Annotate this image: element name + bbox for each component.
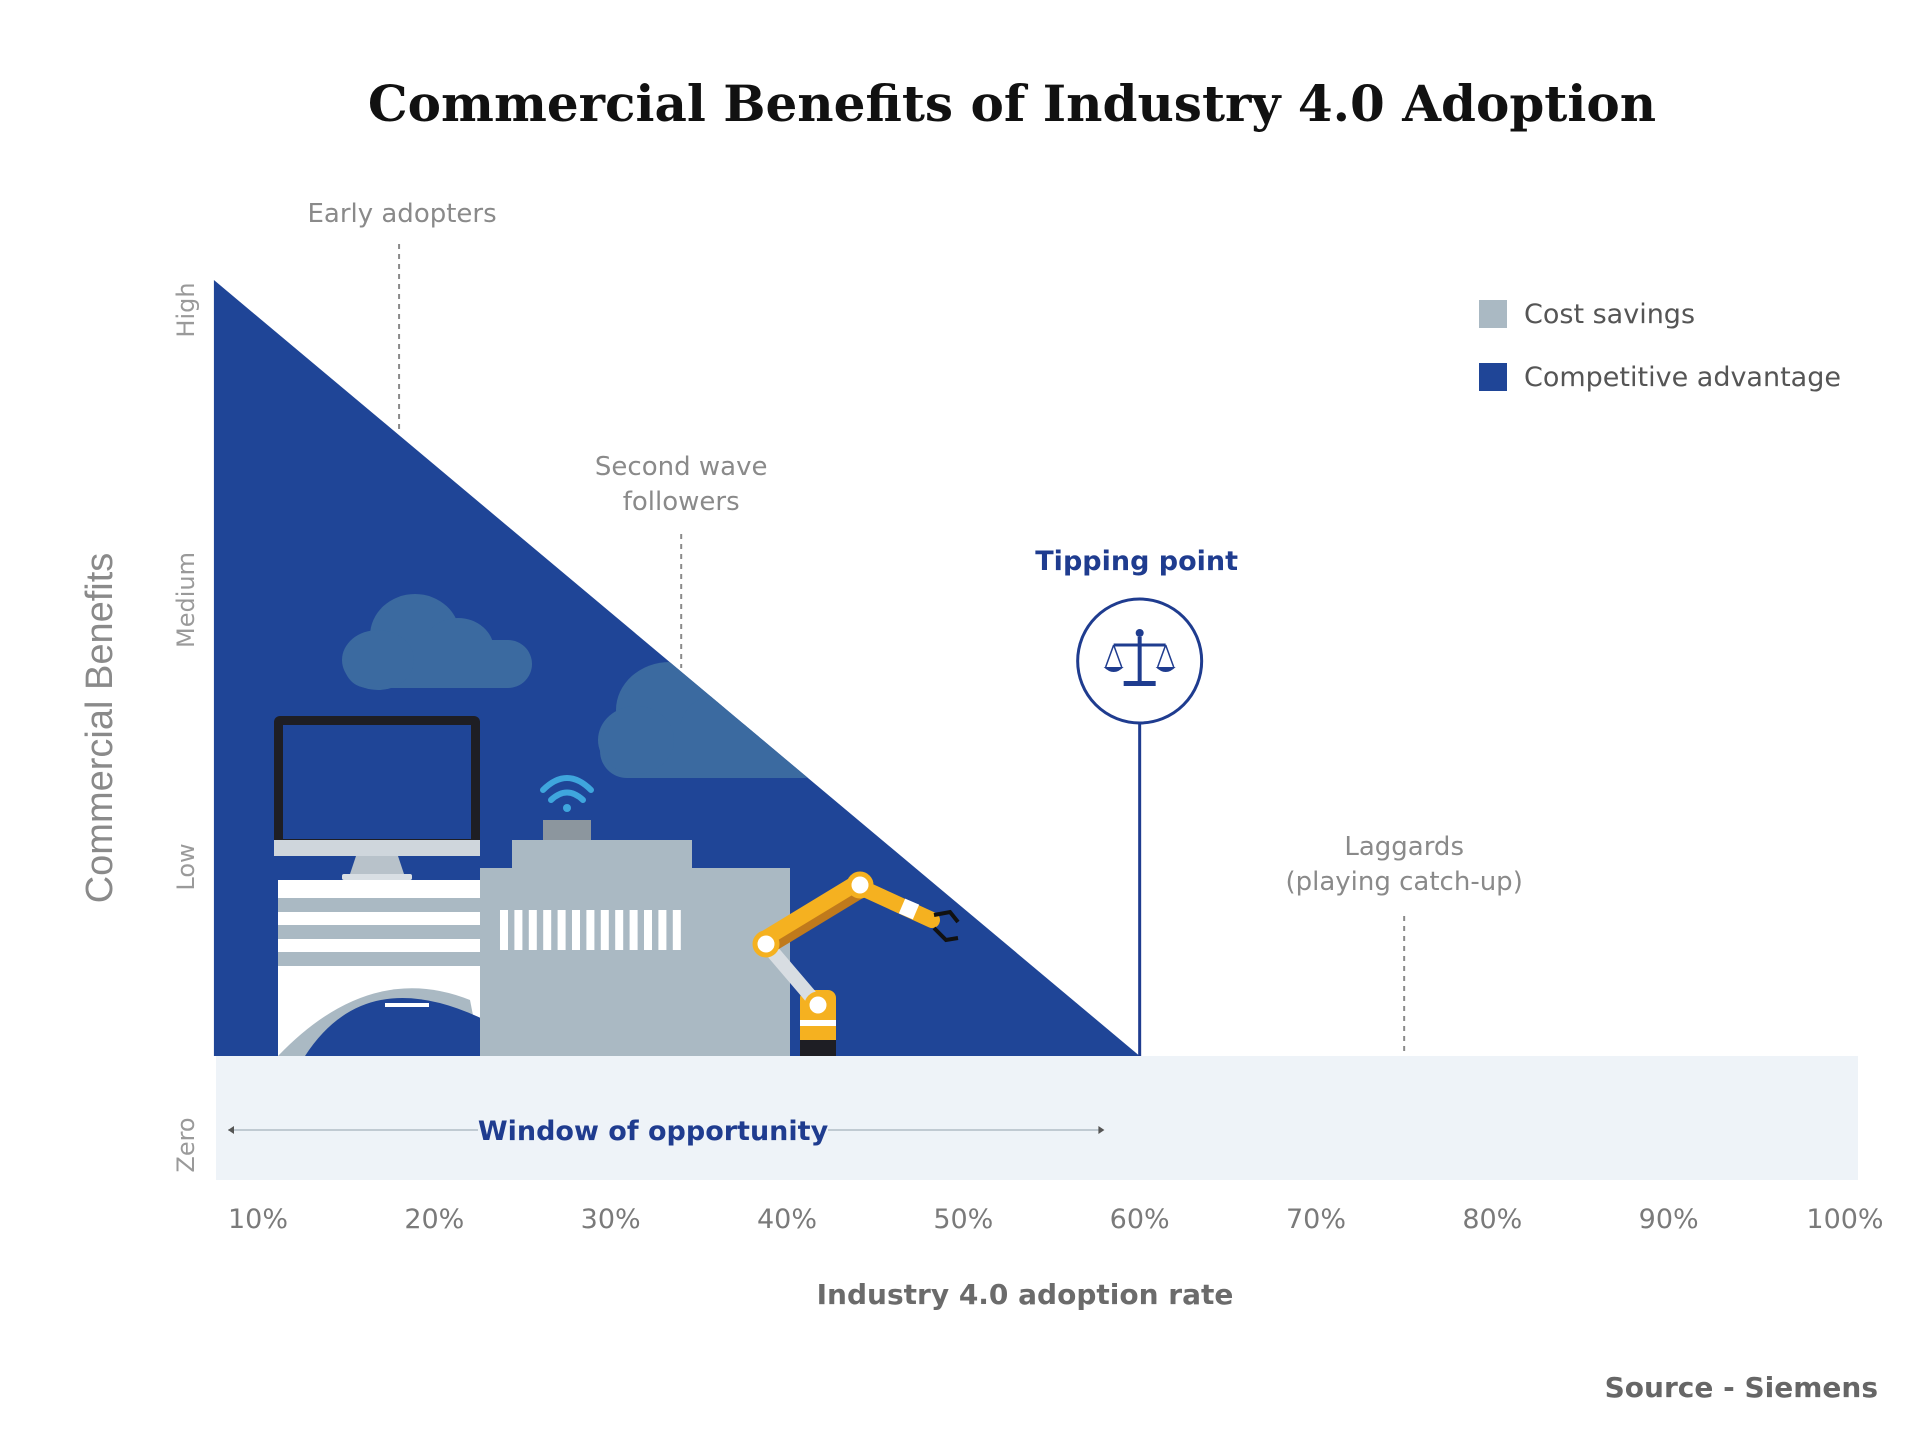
- scales-icon: [1103, 629, 1176, 686]
- legend-swatch: [1479, 300, 1507, 328]
- cloud-icon: [342, 594, 532, 690]
- x-tick-label: 20%: [404, 1204, 464, 1235]
- y-axis-ticks: Zero Low Medium High: [172, 282, 200, 1172]
- cloud-icon: [598, 662, 830, 778]
- factory-illustration: [274, 594, 960, 1056]
- y-tick-label: High: [172, 282, 200, 337]
- legend-swatch: [1479, 363, 1507, 391]
- legend-label: Competitive advantage: [1524, 362, 1841, 393]
- annotations: Early adopters Second wave followers Tippin…: [228, 199, 1523, 1147]
- laggards-label: Laggards: [1344, 832, 1464, 862]
- x-tick-label: 90%: [1639, 1204, 1699, 1235]
- x-axis-ticks: 10% 20% 30% 40% 50% 60% 70% 80% 90% 100%: [228, 1204, 1884, 1235]
- tipping-point-label: Tipping point: [1035, 546, 1238, 577]
- second-wave-label: Second wave: [595, 452, 768, 482]
- x-tick-label: 60%: [1110, 1204, 1170, 1235]
- wifi-icon: [540, 775, 594, 812]
- office-building: [278, 880, 545, 1056]
- x-axis-label: Industry 4.0 adoption rate: [817, 1278, 1234, 1311]
- arrow-left-icon: [228, 1126, 234, 1134]
- x-tick-label: 50%: [933, 1204, 993, 1235]
- laggards-label-line2: (playing catch-up): [1285, 867, 1522, 897]
- legend: Cost savings Competitive advantage: [1479, 299, 1841, 393]
- early-adopters-label: Early adopters: [307, 199, 496, 229]
- second-wave-label-line2: followers: [623, 487, 740, 517]
- legend-label: Cost savings: [1524, 299, 1695, 330]
- arrow-right-icon: [1098, 1126, 1105, 1134]
- factory-building: [480, 820, 790, 1056]
- x-tick-label: 40%: [757, 1204, 817, 1235]
- y-axis-label: Commercial Benefits: [79, 553, 121, 904]
- window-of-opportunity-label: Window of opportunity: [478, 1116, 829, 1147]
- y-tick-label: Zero: [172, 1117, 200, 1172]
- x-tick-label: 10%: [228, 1204, 288, 1235]
- robot-arm-icon: [752, 871, 960, 1056]
- x-tick-label: 80%: [1462, 1204, 1522, 1235]
- x-tick-label: 100%: [1806, 1204, 1883, 1235]
- source-note: Source - Siemens: [1605, 1371, 1878, 1404]
- y-tick-label: Low: [172, 843, 200, 890]
- x-tick-label: 30%: [581, 1204, 641, 1235]
- monitor-icon: [274, 716, 480, 880]
- x-tick-label: 70%: [1286, 1204, 1346, 1235]
- zero-band: [216, 1056, 1858, 1180]
- y-tick-label: Medium: [172, 552, 200, 648]
- chart-title: Commercial Benefits of Industry 4.0 Adop…: [368, 74, 1656, 133]
